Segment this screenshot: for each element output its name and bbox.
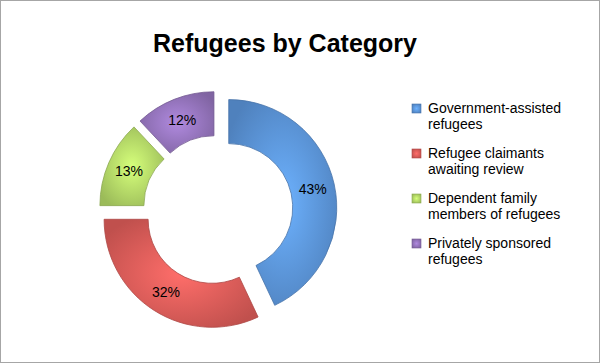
legend-entry: Government-assistedrefugees [428,100,561,132]
donut-slice [229,100,337,306]
data-label: 32% [152,284,180,300]
legend-swatch [412,239,421,248]
donut-slice [100,127,164,206]
donut-slice [104,219,258,327]
data-label: 12% [168,112,196,128]
legend-entry: Privately sponsoredrefugees [428,235,551,267]
legend: Government-assistedrefugees Refugee claim… [412,100,561,267]
data-label: 43% [299,181,327,197]
legend-swatch [412,194,421,203]
chart-frame [1,1,600,363]
data-label: 13% [115,163,143,179]
donut [100,92,337,328]
chart-title: Refugees by Category [153,29,417,57]
legend-entry: Dependent familymembers of refugees [428,190,560,222]
legend-swatch [412,104,421,113]
legend-entry: Refugee claimantsawaiting review [428,145,544,177]
donut-slice [140,92,214,153]
legend-swatch [412,149,421,158]
